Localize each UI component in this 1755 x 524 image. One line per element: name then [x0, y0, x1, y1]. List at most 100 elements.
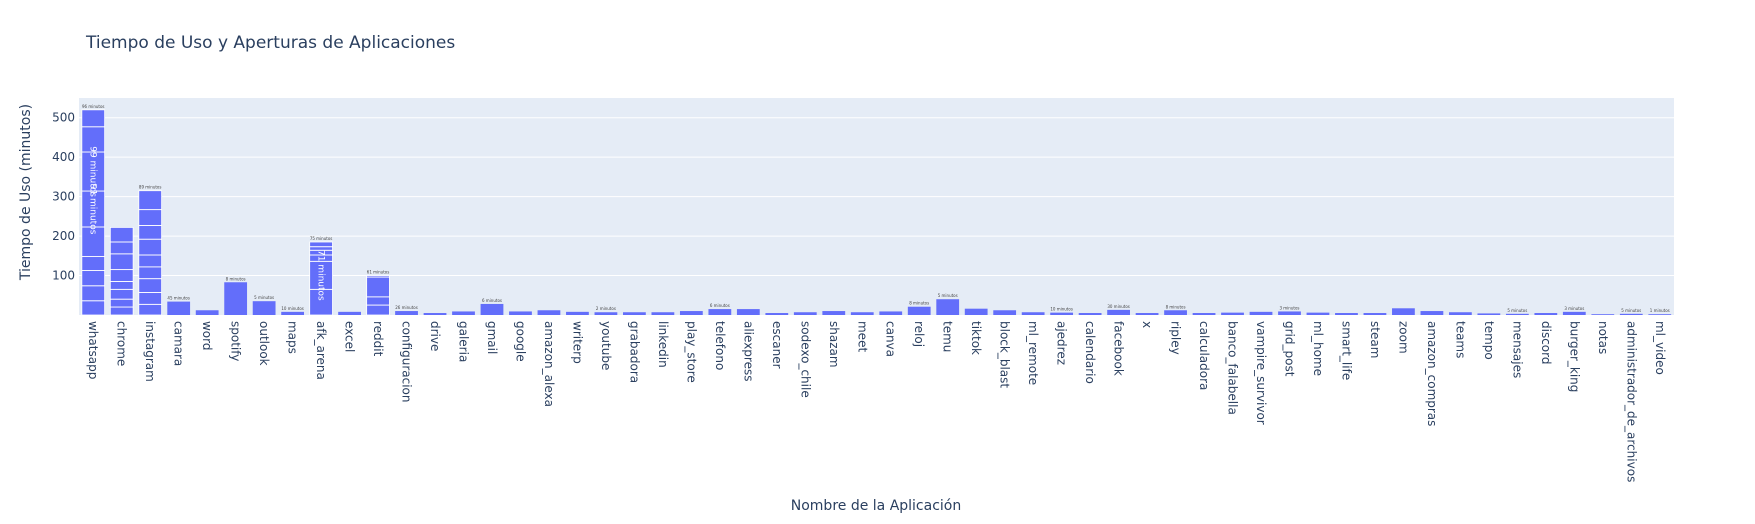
x-axis-ticks: whatsapp chrome instagram camara word spotify… [86, 321, 1667, 482]
bar-label: 8 minutos [1166, 304, 1186, 309]
plot-background [79, 98, 1674, 315]
x-tick-label: amazon_compras [1425, 321, 1439, 426]
y-tick-label: 500 [52, 111, 75, 125]
x-tick-label: ml_home [1311, 321, 1325, 376]
bar-smart_life [1335, 313, 1358, 315]
x-tick-label: amazon_alexa [542, 321, 556, 407]
bar-grabadora [623, 312, 646, 315]
gridlines [79, 117, 1674, 277]
x-tick-label: shazam [827, 321, 841, 368]
x-tick-label: word [200, 321, 214, 351]
x-tick-label: writerp [570, 321, 584, 364]
bar-block_blast [993, 310, 1017, 315]
bar-steam [1363, 313, 1387, 315]
bar-sodexo_chile [793, 312, 817, 315]
bar-youtube [594, 312, 618, 315]
x-tick-label: ml_video [1653, 321, 1667, 375]
segment-label: 99 minutos [88, 146, 98, 197]
bar-telefono [708, 309, 732, 315]
bar-whatsapp [81, 109, 105, 315]
bar-segment [309, 241, 333, 248]
x-tick-label: google [513, 321, 527, 362]
x-tick-label: temu [941, 321, 955, 352]
bar-writerp [566, 311, 589, 315]
bar-camara [167, 301, 191, 315]
x-tick-label: calendario [1083, 321, 1097, 384]
x-tick-label: gmail [485, 321, 499, 354]
y-tick-label: 400 [52, 150, 75, 164]
x-tick-label: grid_post [1282, 321, 1296, 377]
bar-tempo [1477, 313, 1501, 315]
bar-linkedin [651, 312, 675, 315]
x-tick-label: grabadora [627, 321, 641, 383]
bar-configuracion [395, 311, 418, 315]
bar-spotify [224, 282, 248, 315]
bar-burger_king [1562, 311, 1586, 315]
bar-segment [366, 275, 390, 278]
bar-label: 10 minutos [1050, 307, 1073, 312]
x-tick-label: teams [1453, 321, 1467, 358]
bar-reloj [907, 306, 931, 315]
bar-tiktok [964, 308, 988, 315]
x-tick-label: escaner [770, 321, 784, 369]
x-tick-label: tiktok [969, 321, 983, 355]
x-tick-label: spotify [229, 321, 243, 361]
x-tick-label: vampire_survivor [1254, 321, 1268, 425]
x-tick-label: linkedin [656, 321, 670, 368]
bar-ml_remote [1021, 312, 1045, 315]
bar-mensajes [1505, 313, 1529, 315]
bar-labels: 96 minutos 89 minutos 45 minutos 8 minutos 5… [82, 104, 1670, 313]
bar-word [195, 310, 219, 315]
x-tick-label: ripley [1169, 321, 1183, 355]
x-tick-label: smart_life [1339, 321, 1353, 380]
bar-facebook [1107, 309, 1130, 315]
x-tick-label: mensajes [1510, 321, 1524, 378]
x-tick-label: facebook [1112, 321, 1126, 376]
bar-maps [281, 311, 305, 315]
x-tick-label: reloj [912, 321, 926, 347]
bar-teams [1448, 312, 1472, 315]
x-tick-label: drive [428, 321, 442, 351]
bar-excel [338, 311, 361, 315]
bar-gmail [480, 303, 504, 315]
x-tick-label: administrador_de_archivos [1624, 321, 1638, 482]
bar-label: 96 minutos [82, 104, 105, 109]
bar-temu [936, 299, 960, 315]
bar-drive [423, 313, 447, 315]
bar-aliexpress [736, 309, 760, 315]
bar-administrador_de_archivos [1619, 313, 1643, 315]
bar-label: 5 minutos [1621, 308, 1641, 313]
bar-label: 61 minutos [367, 270, 390, 275]
bar-label: 75 minutos [310, 236, 333, 241]
bar-ml_home [1306, 312, 1330, 315]
y-tick-label: 300 [52, 190, 75, 204]
x-tick-label: meet [855, 321, 869, 352]
bar-amazon_compras [1420, 311, 1444, 315]
bar-label: 6 minutos [710, 303, 730, 308]
bar-label: 30 minutos [1107, 304, 1130, 309]
bar-label: 45 minutos [167, 296, 190, 301]
segment-label: 71 minutos [316, 250, 326, 301]
bar-x [1135, 313, 1159, 315]
chart-title: Tiempo de Uso y Aperturas de Aplicacione… [85, 33, 455, 53]
bar-play_store [679, 311, 703, 315]
bar-zoom [1392, 308, 1415, 315]
bar-ml_video [1648, 314, 1672, 315]
x-tick-label: block_blast [998, 321, 1012, 388]
x-tick-label: steam [1368, 321, 1382, 358]
x-tick-label: sodexo_chile [798, 321, 812, 398]
bar-outlook [252, 301, 276, 315]
x-tick-label: galeria [457, 321, 471, 362]
x-tick-label: configuracion [400, 321, 414, 403]
bar-amazon_alexa [537, 310, 561, 315]
x-tick-label: camara [172, 321, 186, 366]
bar-grid_post [1278, 311, 1301, 315]
segment-label: 91 minutos [88, 184, 98, 235]
x-tick-label: excel [343, 321, 357, 352]
bar-afk_arena [309, 242, 333, 315]
bar-segment [138, 190, 162, 211]
x-tick-label: play_store [684, 321, 698, 383]
bar-segment [81, 109, 106, 128]
